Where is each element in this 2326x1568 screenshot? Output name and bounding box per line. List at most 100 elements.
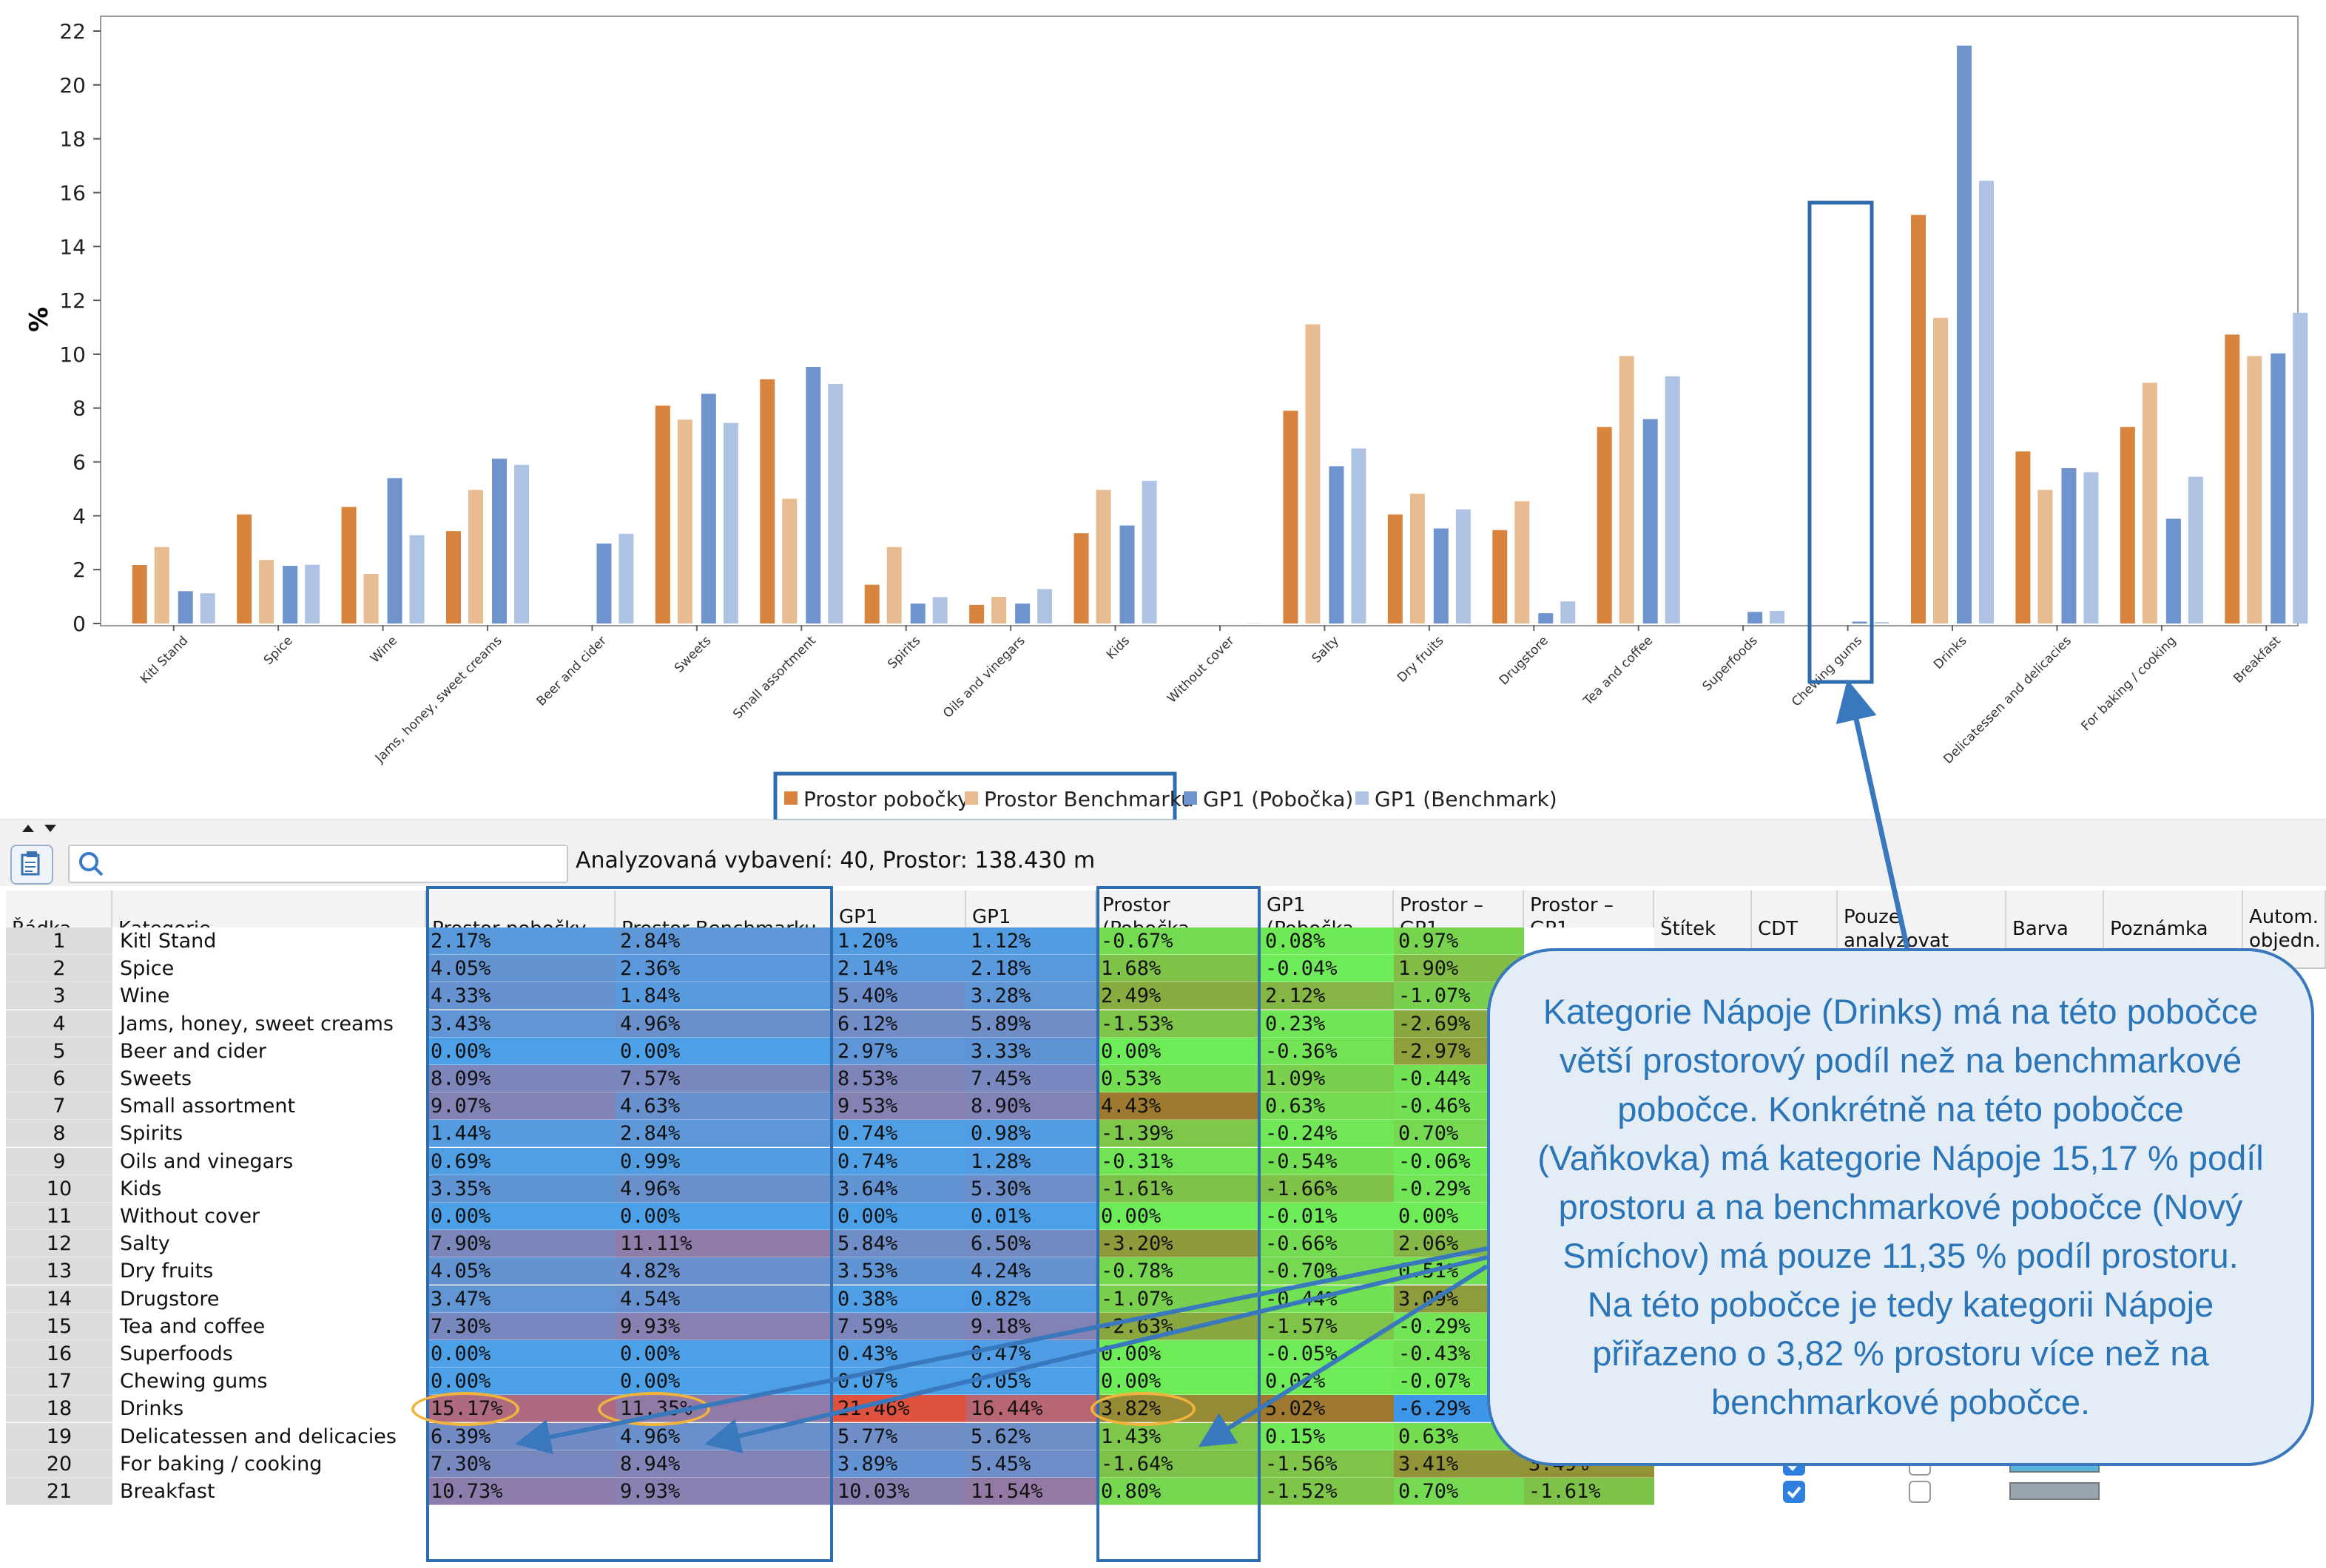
bar-1-6 <box>782 499 798 624</box>
table-cell: -1.52% <box>1261 1478 1394 1505</box>
table-cell: -0.31% <box>1096 1147 1261 1175</box>
table-cell: 6.39% <box>426 1422 616 1450</box>
table-cell: -0.70% <box>1261 1257 1394 1285</box>
table-cell: 6.12% <box>833 1010 966 1038</box>
table-cell: 9.93% <box>616 1312 833 1340</box>
bar-2-2 <box>387 478 402 624</box>
table-row[interactable]: 2 Spice 4.05% 2.36% 2.14% 2.18% 1.68% -0.04% 1.9… <box>0 955 2326 983</box>
table-cell: 0.74% <box>833 1120 966 1148</box>
table-cell: -1.64% <box>1096 1450 1261 1478</box>
bar-3-6 <box>828 383 843 624</box>
table-row[interactable]: 1 Kitl Stand 2.17% 2.84% 1.20% 1.12% -0.67% 0.0… <box>0 927 2326 955</box>
row-number: 3 <box>6 982 112 1010</box>
y-axis-label: % <box>24 307 54 332</box>
table-cell: 5.02% <box>1261 1395 1394 1423</box>
table-cell: 1.84% <box>616 982 833 1010</box>
y-tick-label: 4 <box>73 504 86 528</box>
bar-2-8 <box>1015 604 1031 624</box>
table-cell: 2.12% <box>1261 982 1394 1010</box>
table-cell: 2.84% <box>616 1120 833 1148</box>
table-cell: 9.53% <box>833 1092 966 1121</box>
bar-1-19 <box>2142 382 2157 624</box>
table-cell: 0.63% <box>1261 1092 1394 1121</box>
bar-2-7 <box>910 604 926 624</box>
bar-1-14 <box>1619 356 1634 624</box>
row-number: 14 <box>6 1285 112 1313</box>
table-row[interactable]: 5 Beer and cider 0.00% 0.00% 2.97% 3.33% 0.00%… <box>0 1037 2326 1065</box>
table-cell: -0.78% <box>1096 1257 1261 1285</box>
bar-2-11 <box>1329 466 1344 624</box>
table-cell: 0.99% <box>616 1147 833 1175</box>
bar-0-2 <box>341 507 357 624</box>
table-cell: 1.68% <box>1096 955 1261 983</box>
table-cell: 0.02% <box>1261 1368 1394 1396</box>
table-row[interactable]: 20 For baking / cooking 7.30% 8.94% 3.89% 5.4… <box>0 1450 2326 1478</box>
table-cell: -0.01% <box>1261 1203 1394 1230</box>
row-number: 7 <box>6 1092 112 1121</box>
row-number: 6 <box>6 1065 112 1092</box>
bar-2-19 <box>2165 518 2181 624</box>
category-name: Drugstore <box>112 1285 426 1313</box>
table-row[interactable]: 6 Sweets 8.09% 7.57% 8.53% 7.45% 0.53% 1.09% -0.… <box>0 1065 2326 1092</box>
search-input[interactable] <box>68 845 568 883</box>
table-cell: 0.98% <box>966 1120 1096 1148</box>
collapse-arrows-icon[interactable] <box>18 822 62 837</box>
table-cell: -0.54% <box>1261 1147 1394 1175</box>
table-cell: 5.45% <box>966 1450 1096 1478</box>
bar-3-17 <box>1979 180 1994 624</box>
analyze-only-checkbox[interactable] <box>1909 1481 1931 1503</box>
splitter[interactable] <box>0 820 2326 838</box>
table-cell: 1.43% <box>1096 1422 1261 1450</box>
bar-1-2 <box>363 574 379 624</box>
table-cell: 8.90% <box>966 1092 1096 1121</box>
category-name: Chewing gums <box>112 1368 426 1396</box>
bar-3-7 <box>932 597 948 624</box>
table-row[interactable]: 3 Wine 4.33% 1.84% 5.40% 3.28% 2.49% 2.12% -1.07… <box>0 982 2326 1010</box>
table-cell: 4.43% <box>1096 1092 1261 1121</box>
annotation-callout: Kategorie Nápoje (Drinks) má na této pob… <box>1487 948 2314 1466</box>
table-cell: 11.11% <box>616 1230 833 1258</box>
table-cell: 0.00% <box>426 1340 616 1368</box>
table-cell: -0.44% <box>1261 1285 1394 1313</box>
category-name: Dry fruits <box>112 1257 426 1285</box>
table-row[interactable]: 11 Without cover 0.00% 0.00% 0.00% 0.01% 0.00%… <box>0 1203 2326 1230</box>
bar-1-1 <box>259 560 274 624</box>
table-cell: 0.07% <box>833 1368 966 1396</box>
table-row[interactable]: 21 Breakfast 10.73% 9.93% 10.03% 11.54% 0.80% -… <box>0 1478 2326 1505</box>
table-cell: 0.01% <box>966 1203 1096 1230</box>
table-cell: -3.20% <box>1096 1230 1261 1258</box>
cdt-checkbox[interactable] <box>1783 1481 1805 1503</box>
callout-text: Kategorie Nápoje (Drinks) má na této pob… <box>1537 992 2264 1422</box>
category-name: Jams, honey, sweet creams <box>112 1010 426 1038</box>
bar-3-1 <box>305 564 320 624</box>
table-cell: 15.17% <box>426 1395 616 1423</box>
bar-3-2 <box>409 535 425 624</box>
table-cell: -0.67% <box>1096 927 1261 955</box>
table-cell: 0.74% <box>833 1147 966 1175</box>
table-cell: 4.96% <box>616 1175 833 1203</box>
table-row[interactable]: 4 Jams, honey, sweet creams 3.43% 4.96% 6.12… <box>0 1010 2326 1038</box>
table-cell: 0.23% <box>1261 1010 1394 1038</box>
table-cell: 4.05% <box>426 1257 616 1285</box>
color-swatch[interactable] <box>2009 1482 2100 1500</box>
table-cell: 5.30% <box>966 1175 1096 1203</box>
table-cell: 0.00% <box>1096 1203 1261 1230</box>
table-cell: 0.00% <box>426 1368 616 1396</box>
table-cell: 2.14% <box>833 955 966 983</box>
table-cell: 1.28% <box>966 1147 1096 1175</box>
table-cell: 16.44% <box>966 1395 1096 1423</box>
row-number: 4 <box>6 1010 112 1038</box>
y-tick-label: 8 <box>73 396 86 421</box>
export-button[interactable] <box>10 845 53 885</box>
row-number: 21 <box>6 1478 112 1505</box>
category-name: Oils and vinegars <box>112 1147 426 1175</box>
legend-swatch <box>784 791 798 805</box>
table-cell: 10.03% <box>833 1478 966 1505</box>
row-number: 17 <box>6 1368 112 1396</box>
table-cell: 8.94% <box>616 1450 833 1478</box>
table-cell: 2.97% <box>833 1037 966 1065</box>
bar-2-4 <box>596 543 612 624</box>
bar-0-9 <box>1073 533 1089 624</box>
table-cell: 8.53% <box>833 1065 966 1092</box>
